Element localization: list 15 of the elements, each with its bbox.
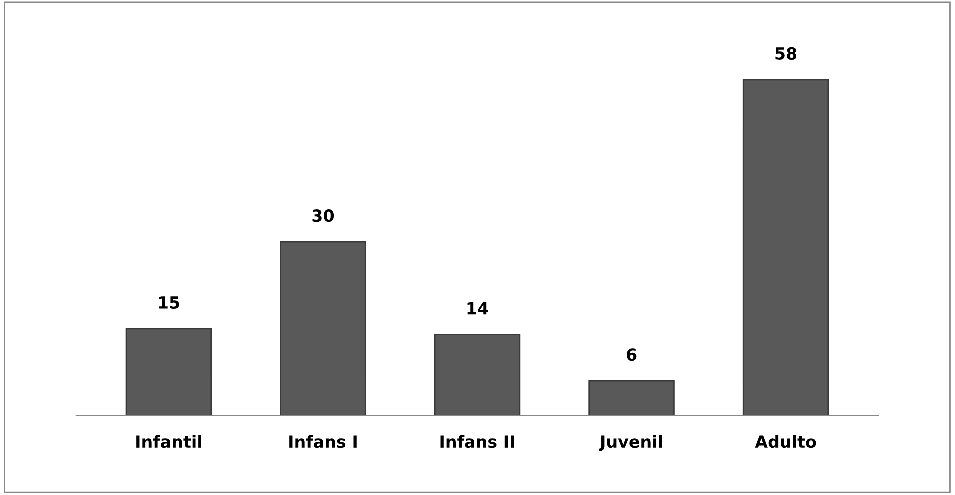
data-label: 15 xyxy=(159,296,180,310)
x-tick-label: Infans I xyxy=(290,435,357,448)
bar xyxy=(126,328,212,416)
bar xyxy=(742,79,830,416)
bar xyxy=(434,334,521,416)
data-label: 6 xyxy=(627,348,637,362)
data-label: 30 xyxy=(312,210,334,222)
data-label: 14 xyxy=(468,302,488,315)
x-tick-label: Infans II xyxy=(440,435,514,448)
x-tick-label: Juvenil xyxy=(599,435,662,452)
x-tick-label: Infantil xyxy=(136,435,202,448)
bar xyxy=(280,241,366,416)
data-label: 58 xyxy=(776,47,797,60)
bar xyxy=(588,380,675,416)
x-tick-label: Adulto xyxy=(755,435,816,448)
